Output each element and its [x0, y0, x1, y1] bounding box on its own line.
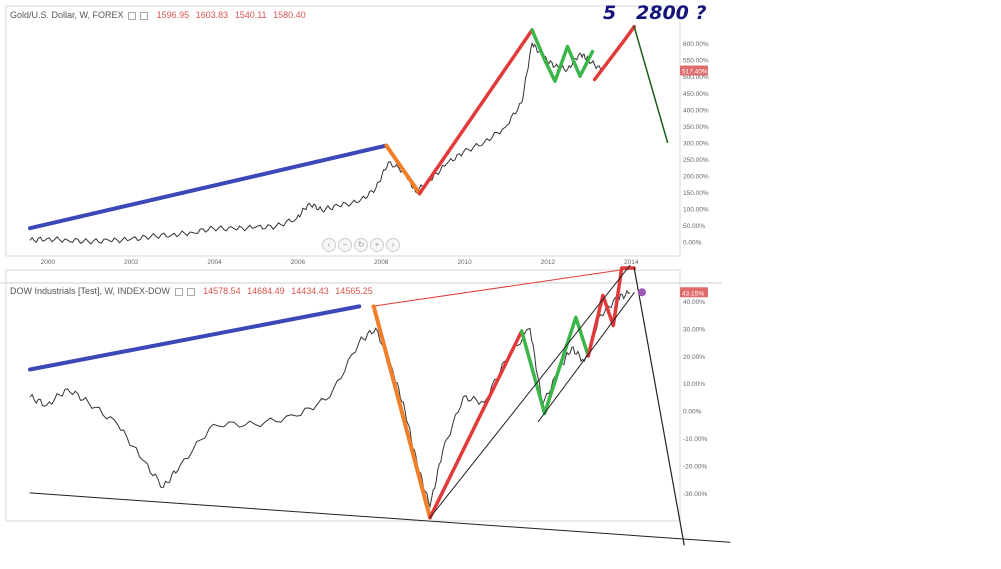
- gold-y-tick-label: 250.00%: [683, 157, 709, 164]
- dow-value-badge-text: 43.15%: [682, 290, 704, 297]
- gold-price-pane: [29, 41, 602, 245]
- wave-overlays: [28, 24, 731, 546]
- year-tick-label: 2008: [374, 259, 389, 266]
- support-line-1-9: [29, 492, 731, 543]
- dow-y-tick-label: -20.00%: [683, 463, 707, 470]
- channel-line-1-8: [537, 292, 635, 423]
- dow-legend-title: DOW Industrials [Test], W, INDEX-DOW: [10, 286, 171, 296]
- chevron-right-icon[interactable]: ›: [386, 238, 400, 252]
- year-tick-label: 2000: [41, 259, 56, 266]
- year-tick-label: 2012: [541, 259, 556, 266]
- gold-close: 1580.40: [273, 10, 306, 20]
- gold-open: 1596.95: [156, 10, 190, 20]
- gold-y-tick-label: 0.00%: [683, 239, 702, 246]
- year-tick-label: 2010: [457, 259, 472, 266]
- dow-y-tick-label: 0.00%: [683, 409, 702, 416]
- dow-y-tick-label: 30.00%: [683, 326, 705, 333]
- correction-orange-line-0-2: [384, 143, 422, 196]
- wave-red-line-1-6: [586, 266, 636, 358]
- target-2800-label: 2800 ?: [636, 2, 707, 24]
- dow-legend: DOW Industrials [Test], W, INDEX-DOW 145…: [10, 286, 373, 296]
- reset-icon[interactable]: ↻: [354, 238, 368, 252]
- dow-low: 14434.43: [291, 286, 329, 296]
- gold-y-tick-label: 600.00%: [683, 41, 709, 48]
- wave-5-label: 5: [603, 2, 617, 24]
- gold-y-tick-label: 550.00%: [683, 58, 709, 65]
- projection-line-0-6: [633, 25, 669, 144]
- gold-value-badge: [680, 65, 708, 76]
- close-square-icon[interactable]: [140, 11, 149, 20]
- wave-red-line-0-5: [592, 24, 636, 82]
- dow-y-tick-label: -10.00%: [683, 436, 707, 443]
- wave-red-line-0-3: [417, 28, 534, 196]
- dow-value-badge: [680, 287, 708, 298]
- pane-frames: [0, 5, 722, 522]
- price-line-0: [29, 41, 602, 245]
- dow-y-tick-label: 20.00%: [683, 354, 705, 361]
- wave-green-line-0-4: [530, 28, 595, 83]
- impulse-blue-line-1-1: [28, 304, 362, 372]
- dow-y-axis: 40.00% 30.00% 20.00% 10.00% 0.00% -10.00% -20.…: [683, 299, 707, 498]
- gold-legend-title: Gold/U.S. Dollar, W, FOREX: [10, 10, 124, 20]
- gold-y-axis: 600.00% 550.00% 500.00% 450.00% 400.00% 350.0…: [683, 41, 709, 246]
- gold-y-tick-label: 200.00%: [683, 173, 709, 180]
- dow-high: 14684.49: [247, 286, 285, 296]
- settings-square-icon[interactable]: [174, 287, 183, 296]
- channel-line-1-7: [429, 264, 631, 519]
- wave-red-line-1-4: [428, 329, 524, 520]
- dow-open: 14578.54: [203, 286, 241, 296]
- year-tick-label: 2006: [291, 259, 306, 266]
- wave-green-line-1-5: [519, 315, 591, 416]
- gold-y-tick-label: 450.00%: [683, 91, 709, 98]
- zoom-out-icon[interactable]: −: [338, 238, 352, 252]
- projection-black-line-1-10: [633, 267, 685, 546]
- dow-y-tick-label: -30.00%: [683, 491, 707, 498]
- gold-low: 1540.11: [234, 10, 267, 20]
- close-square-icon[interactable]: [186, 287, 195, 296]
- chevron-left-icon[interactable]: ‹: [322, 238, 336, 252]
- correction-orange-line-1-3: [371, 304, 432, 520]
- impulse-blue-line-0-1: [28, 143, 389, 231]
- gold-legend: Gold/U.S. Dollar, W, FOREX 1596.95 1603.…: [10, 10, 306, 20]
- dow-y-tick-label: 40.00%: [683, 299, 705, 306]
- resistance-red-line-1-2: [371, 267, 635, 307]
- settings-square-icon[interactable]: [128, 11, 137, 20]
- year-tick-label: 2014: [624, 259, 639, 266]
- gold-value-badge-text: 517.40%: [682, 68, 708, 75]
- gold-high: 1603.83: [195, 10, 229, 20]
- dow-y-tick-label: 10.00%: [683, 381, 705, 388]
- gold-y-tick-label: 50.00%: [683, 223, 705, 230]
- value-badges: 517.40% 43.15%: [638, 65, 708, 298]
- gold-y-tick-label: 350.00%: [683, 124, 709, 131]
- gold-y-tick-label: 300.00%: [683, 140, 709, 147]
- dow-marker-icon: [638, 288, 646, 297]
- dow-close: 14565.25: [335, 286, 373, 296]
- gold-x-axis: 2000 2002 2004 2006 2008 2010 2012 2014: [41, 259, 639, 266]
- year-tick-label: 2002: [124, 259, 139, 266]
- gold-y-tick-label: 500.00%: [683, 74, 709, 81]
- chart-nav-controls: ‹ − ↻ + ›: [322, 238, 400, 252]
- zoom-in-icon[interactable]: +: [370, 238, 384, 252]
- gold-y-tick-label: 100.00%: [683, 206, 709, 213]
- gold-y-tick-label: 400.00%: [683, 107, 709, 114]
- year-tick-label: 2004: [207, 259, 222, 266]
- gold-y-tick-label: 150.00%: [683, 190, 709, 197]
